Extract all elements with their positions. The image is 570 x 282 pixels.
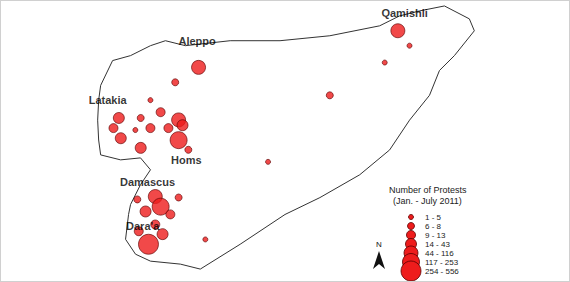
- svg-text:N: N: [376, 240, 382, 249]
- svg-text:Latakia: Latakia: [89, 94, 128, 106]
- svg-text:Dara'a: Dara'a: [126, 220, 160, 232]
- svg-text:(Jan. - July 2011): (Jan. - July 2011): [393, 196, 462, 206]
- svg-text:1 - 5: 1 - 5: [425, 213, 442, 222]
- svg-text:Homs: Homs: [171, 154, 202, 166]
- svg-text:9 - 13: 9 - 13: [425, 231, 446, 240]
- svg-text:254 - 556: 254 - 556: [425, 267, 459, 276]
- svg-text:Qamishli: Qamishli: [381, 7, 427, 19]
- svg-text:Damascus: Damascus: [120, 176, 175, 188]
- svg-text:6 - 8: 6 - 8: [425, 222, 442, 231]
- svg-text:Number of Protests: Number of Protests: [389, 185, 467, 195]
- svg-text:117 - 253: 117 - 253: [425, 258, 459, 267]
- svg-text:44 - 116: 44 - 116: [425, 249, 454, 258]
- svg-text:Aleppo: Aleppo: [178, 35, 216, 47]
- svg-text:14 - 43: 14 - 43: [425, 240, 450, 249]
